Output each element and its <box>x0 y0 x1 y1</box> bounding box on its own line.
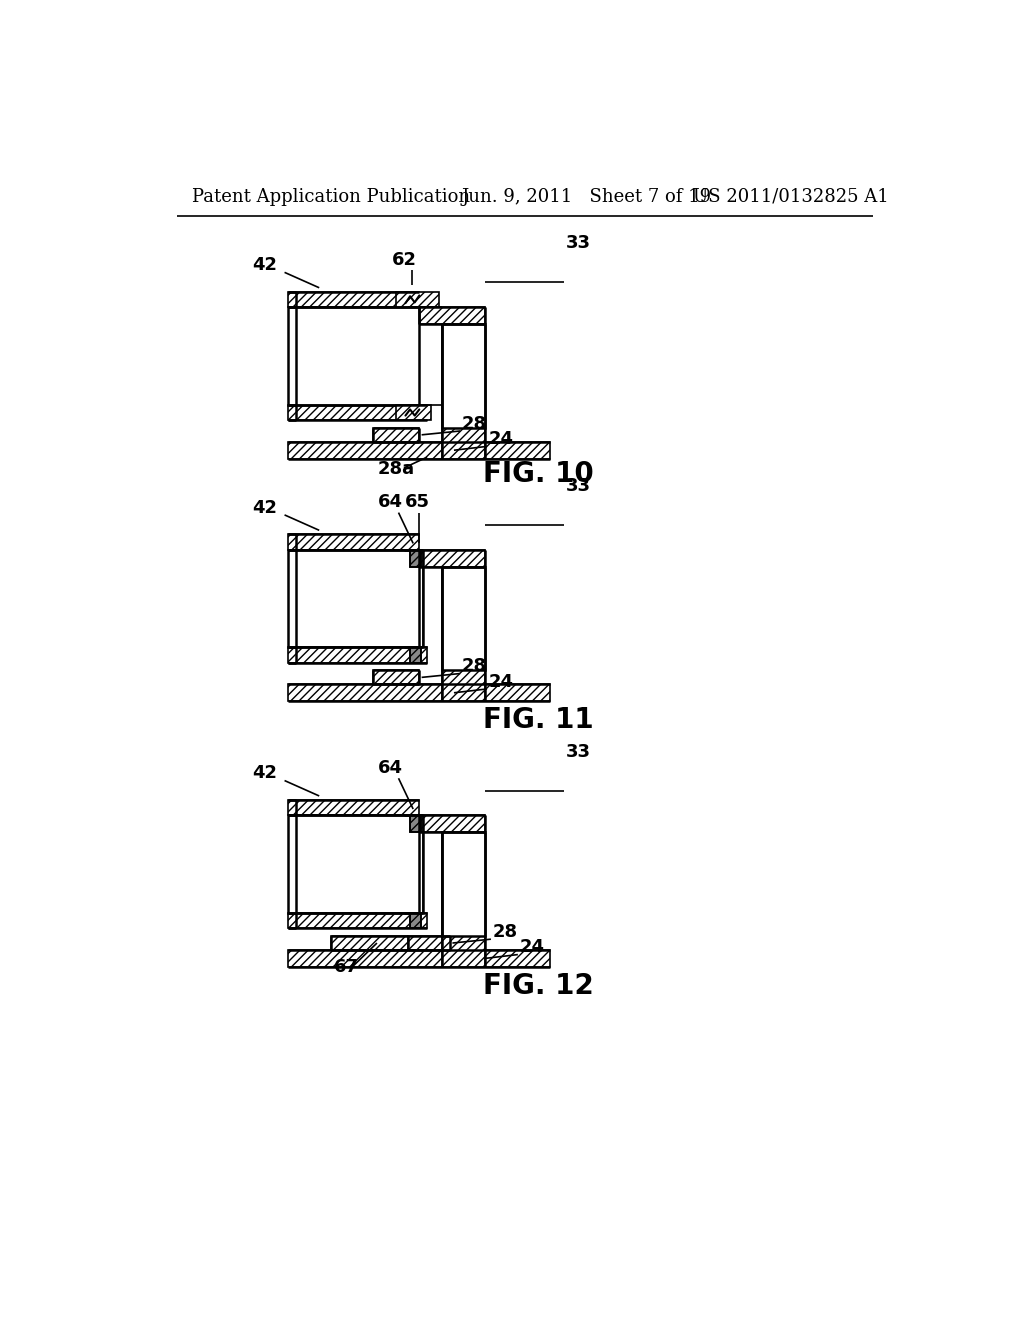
Text: 64: 64 <box>378 759 403 777</box>
Bar <box>410 816 421 832</box>
Bar <box>442 832 484 936</box>
Text: 24: 24 <box>519 939 545 956</box>
Text: 28: 28 <box>462 414 486 433</box>
Bar <box>289 684 550 701</box>
Text: US 2011/0132825 A1: US 2011/0132825 A1 <box>692 187 889 206</box>
Text: 64: 64 <box>378 494 403 511</box>
Text: 24: 24 <box>488 673 514 690</box>
Bar <box>289 647 427 663</box>
Text: 24: 24 <box>488 430 514 447</box>
Bar <box>442 832 484 966</box>
Text: FIG. 10: FIG. 10 <box>483 459 594 488</box>
Bar <box>410 647 421 663</box>
Text: 67: 67 <box>334 957 358 975</box>
Bar <box>373 671 419 684</box>
Text: FIG. 12: FIG. 12 <box>483 972 594 999</box>
Text: 28: 28 <box>462 657 486 676</box>
Text: FIG. 11: FIG. 11 <box>483 706 594 734</box>
Bar <box>289 535 419 549</box>
Bar <box>289 405 427 420</box>
Text: 28a: 28a <box>378 461 415 478</box>
Bar <box>442 323 484 459</box>
Text: 33: 33 <box>565 477 591 495</box>
Bar <box>410 549 421 566</box>
Text: 62: 62 <box>391 251 417 269</box>
Bar <box>289 800 419 816</box>
Bar <box>396 405 431 420</box>
Text: 42: 42 <box>252 256 276 275</box>
Bar <box>289 308 419 405</box>
Bar <box>289 913 427 928</box>
Bar <box>410 816 421 832</box>
Bar <box>289 950 550 966</box>
Bar <box>289 442 550 459</box>
Bar <box>419 308 484 323</box>
Bar <box>396 292 438 308</box>
Bar <box>289 549 419 647</box>
Bar <box>410 913 421 928</box>
Text: 33: 33 <box>565 235 591 252</box>
Bar <box>289 292 419 308</box>
Bar <box>442 323 484 428</box>
Bar <box>442 566 484 701</box>
Text: 28: 28 <box>493 923 517 941</box>
Bar <box>442 566 484 671</box>
Text: Jun. 9, 2011   Sheet 7 of 19: Jun. 9, 2011 Sheet 7 of 19 <box>462 187 712 206</box>
Bar <box>410 913 421 928</box>
Text: 33: 33 <box>565 743 591 760</box>
Bar <box>410 647 421 663</box>
Text: 42: 42 <box>252 499 276 516</box>
Text: 42: 42 <box>252 764 276 783</box>
Bar <box>408 936 451 950</box>
Bar <box>373 428 419 442</box>
Text: Patent Application Publication: Patent Application Publication <box>193 187 470 206</box>
Bar <box>410 549 421 566</box>
Text: 65: 65 <box>406 494 430 511</box>
Bar <box>419 549 484 566</box>
Bar <box>419 816 484 832</box>
Bar <box>331 936 408 950</box>
Bar <box>289 816 419 913</box>
